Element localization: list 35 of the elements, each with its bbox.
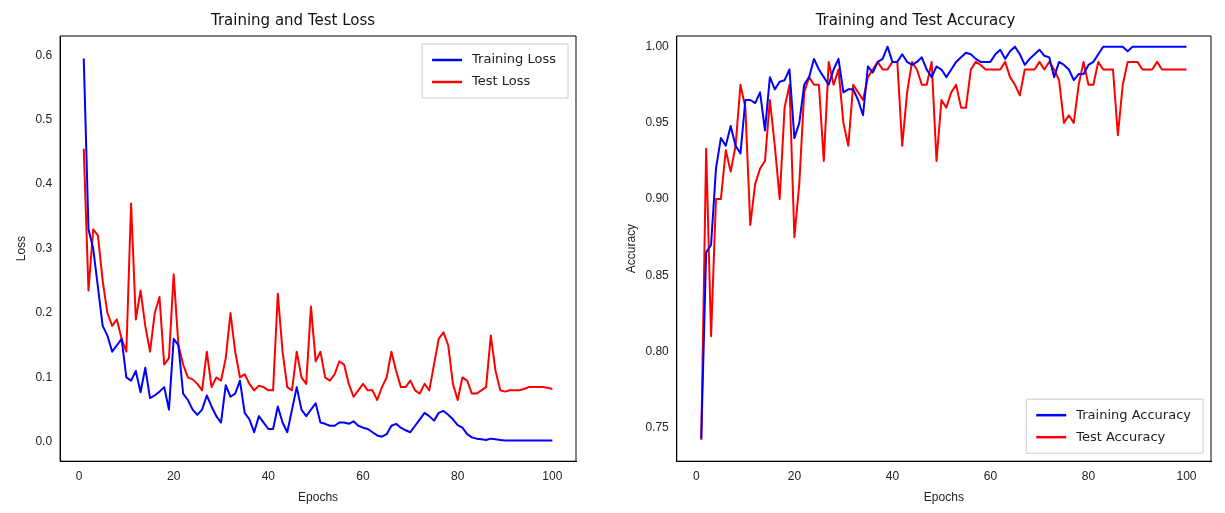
y-tick-label: 1.00 [645, 38, 670, 53]
legend-label: Test Accuracy [1075, 428, 1166, 444]
x-tick-label: 100 [1176, 468, 1197, 483]
y-tick-label: 0.4 [35, 176, 53, 191]
legend-label: Test Loss [471, 73, 531, 89]
y-axis-title: Loss [13, 235, 28, 262]
y-tick-label: 0.2 [35, 305, 53, 320]
x-tick-label: 20 [787, 468, 802, 483]
x-axis-title: Epochs [923, 490, 964, 505]
legend-label: Training Accuracy [1075, 406, 1192, 422]
y-tick-label: 0.80 [645, 343, 670, 358]
y-tick-label: 0.0 [35, 434, 53, 449]
x-tick-label: 60 [983, 468, 998, 483]
y-tick-label: 0.5 [35, 112, 53, 127]
x-tick-label: 40 [885, 468, 900, 483]
x-tick-label: 80 [450, 468, 465, 483]
x-tick-label: 100 [542, 468, 563, 483]
y-tick-label: 0.85 [645, 267, 670, 282]
y-tick-label: 0.90 [645, 191, 670, 206]
y-axis-title: Accuracy [623, 223, 638, 274]
x-tick-label: 20 [167, 468, 181, 483]
y-tick-label: 0.1 [35, 369, 53, 384]
chart-title: Training and Test Loss [209, 10, 376, 29]
y-tick-label: 0.6 [35, 47, 53, 62]
x-tick-label: 0 [75, 468, 83, 483]
x-tick-label: 40 [261, 468, 276, 483]
x-tick-label: 60 [356, 468, 370, 483]
legend-label: Training Loss [471, 51, 557, 67]
y-tick-label: 0.3 [35, 240, 53, 255]
y-tick-label: 0.75 [645, 419, 670, 434]
chart-title: Training and Test Accuracy [814, 10, 1016, 29]
y-tick-label: 0.95 [645, 115, 670, 130]
x-tick-label: 80 [1081, 468, 1096, 483]
x-axis-title: Epochs [298, 490, 339, 505]
x-tick-label: 0 [693, 468, 701, 483]
